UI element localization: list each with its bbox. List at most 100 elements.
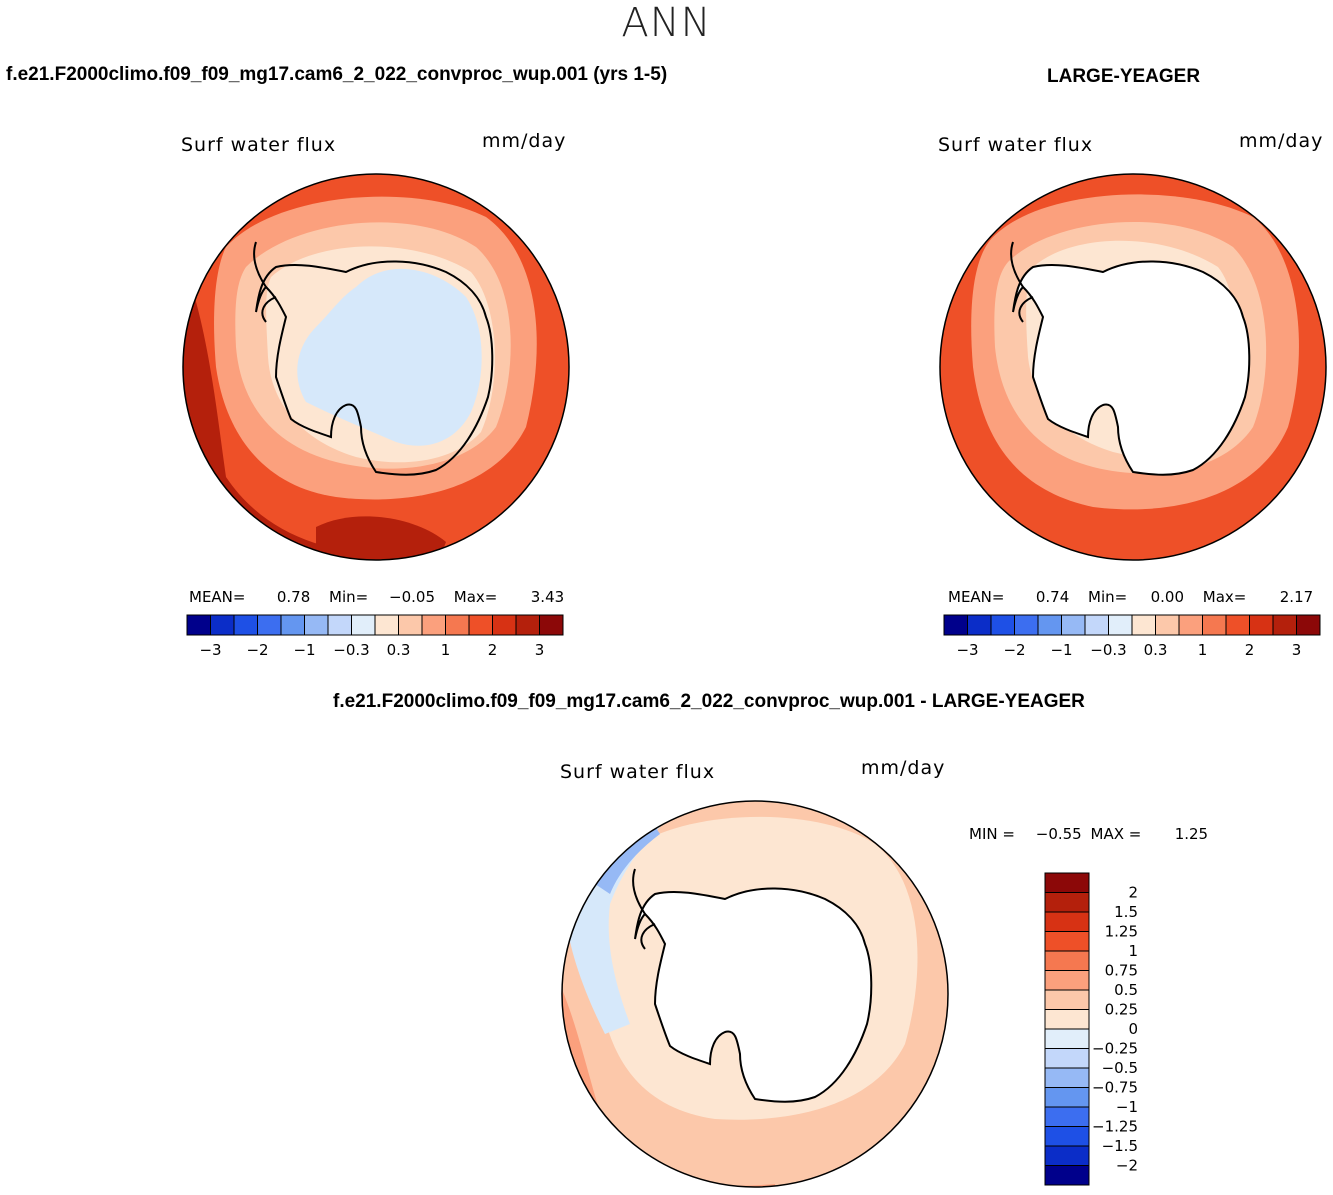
colorbar-tick-label: −1: [293, 641, 315, 659]
colorbar-swatch: [1044, 989, 1090, 1010]
colorbar-swatch: [515, 614, 540, 636]
colorbar-swatch: [967, 614, 992, 636]
colorbar-swatch: [1044, 1009, 1090, 1030]
min-label: Min=: [1088, 588, 1128, 606]
figure-title: ANN: [621, 0, 712, 46]
colorbar-tick-label: 0.75: [1105, 962, 1138, 980]
colorbar-tick-label: −0.3: [333, 641, 369, 659]
map-border: [182, 173, 570, 561]
mean-value: 0.74: [1035, 588, 1070, 606]
colorbar-swatch: [1044, 970, 1090, 991]
min-value: −0.05: [389, 588, 436, 606]
panel1-case-title: f.e21.F2000climo.f09_f09_mg17.cam6_2_022…: [6, 64, 668, 85]
colorbar-tick-label: −1: [1050, 641, 1072, 659]
colorbar-tick-label: −0.3: [1090, 641, 1126, 659]
diff-neg-strip: [565, 801, 685, 1034]
max-value: 1.25: [1174, 825, 1209, 843]
colorbar-swatch: [421, 614, 446, 636]
colorbar-tick-label: 2: [488, 641, 498, 659]
colorbar-swatch: [304, 614, 329, 636]
coastline: [255, 260, 494, 476]
colorbar-swatch: [1044, 1145, 1090, 1166]
colorbar-tick-label: −2: [1116, 1157, 1138, 1175]
diff-neg-dark: [595, 819, 660, 894]
panel2-stats: MEAN= 0.74 Min= 0.00 Max= 2.17: [948, 588, 1313, 606]
colorbar-swatch: [1044, 1028, 1090, 1049]
colorbar-tick-label: 0.25: [1105, 1001, 1138, 1019]
map-border: [939, 173, 1327, 561]
max-value: 2.17: [1279, 588, 1314, 606]
colorbar-swatch: [1044, 1165, 1090, 1186]
land-interior: [297, 268, 482, 446]
colorbar-tick-label: −0.25: [1092, 1040, 1138, 1058]
colorbar-tick-label: 3: [1292, 641, 1302, 659]
colorbar-swatch: [468, 614, 493, 636]
colorbar-tick-label: −2: [246, 641, 268, 659]
colorbar-tick-label: 1.5: [1114, 903, 1138, 921]
colorbar-swatch: [445, 614, 470, 636]
ocean-dark-south: [316, 516, 446, 560]
colorbar-tick-label: 2: [1128, 884, 1138, 902]
colorbar-swatch: [1044, 892, 1090, 913]
panel3-case-title: f.e21.F2000climo.f09_f09_mg17.cam6_2_022…: [333, 691, 1085, 712]
polar-map-obs: [939, 173, 1327, 561]
colorbar-panel2: −3 −2 −1 −0.3 0.3 1 2 3: [943, 614, 1321, 659]
colorbar-tick-label: −1.25: [1092, 1118, 1138, 1136]
colorbar-swatch: [1044, 911, 1090, 932]
colorbar-swatch: [1249, 614, 1274, 636]
colorbar-swatch: [398, 614, 423, 636]
coastline: [1012, 260, 1251, 476]
colorbar-swatch: [1225, 614, 1250, 636]
colorbar-swatch: [1061, 614, 1086, 636]
colorbar-swatch: [1014, 614, 1039, 636]
colorbar-tick-label: −1: [1116, 1098, 1138, 1116]
colorbar-tick-label: 0.3: [1144, 641, 1168, 659]
colorbar-tick-label: 1: [1128, 942, 1138, 960]
max-label: Max=: [453, 588, 498, 606]
colorbar-tick-label: −3: [199, 641, 221, 659]
colorbar-tick-label: 1: [441, 641, 451, 659]
colorbar-swatch: [1084, 614, 1109, 636]
colorbar-swatch: [492, 614, 517, 636]
map-border: [561, 800, 949, 1188]
colorbar-tick-label: −0.75: [1092, 1079, 1138, 1097]
panel2-case-title: LARGE-YEAGER: [1047, 66, 1201, 87]
colorbar-swatch: [1202, 614, 1227, 636]
peninsula: [253, 241, 277, 323]
panel2-units-label: mm/day: [1239, 130, 1324, 152]
colorbar-panel1: −3 −2 −1 −0.3 0.3 1 2 3: [186, 614, 564, 659]
colorbar-swatch: [1044, 1048, 1090, 1069]
colorbar-swatch: [1044, 931, 1090, 952]
max-value: 3.43: [530, 588, 565, 606]
colorbar-swatch: [1044, 950, 1090, 971]
colorbar-swatch: [990, 614, 1015, 636]
mean-label: MEAN=: [189, 588, 246, 606]
mean-label: MEAN=: [948, 588, 1005, 606]
colorbar-swatch: [1044, 1106, 1090, 1127]
colorbar-swatch: [327, 614, 352, 636]
colorbar-tick-label: −3: [956, 641, 978, 659]
colorbar-swatch: [1044, 1087, 1090, 1108]
min-value: −0.55: [1035, 825, 1082, 843]
panel3-stats: MIN = −0.55 MAX = 1.25: [969, 825, 1208, 843]
peninsula: [632, 868, 656, 950]
mean-value: 0.78: [276, 588, 311, 606]
colorbar-tick-label: 1: [1198, 641, 1208, 659]
panel1-stats: MEAN= 0.78 Min= −0.05 Max= 3.43: [189, 588, 564, 606]
colorbar-swatch: [943, 614, 968, 636]
panel1-units-label: mm/day: [482, 130, 567, 152]
colorbar-tick-label: 1.25: [1105, 923, 1138, 941]
colorbar-swatch: [539, 614, 564, 636]
colorbar-swatch: [210, 614, 235, 636]
coastline: [634, 887, 873, 1103]
colorbar-swatch: [1272, 614, 1297, 636]
colorbar-tick-label: −2: [1003, 641, 1025, 659]
min-label: MIN =: [969, 825, 1015, 843]
panel3-units-label: mm/day: [861, 757, 946, 779]
colorbar-swatch: [1178, 614, 1203, 636]
colorbar-tick-label: 0.3: [387, 641, 411, 659]
min-label: Min=: [329, 588, 369, 606]
colorbar-tick-label: −1.5: [1102, 1137, 1138, 1155]
panel1-variable-label: Surf water flux: [181, 134, 337, 156]
panel3-variable-label: Surf water flux: [560, 761, 716, 783]
